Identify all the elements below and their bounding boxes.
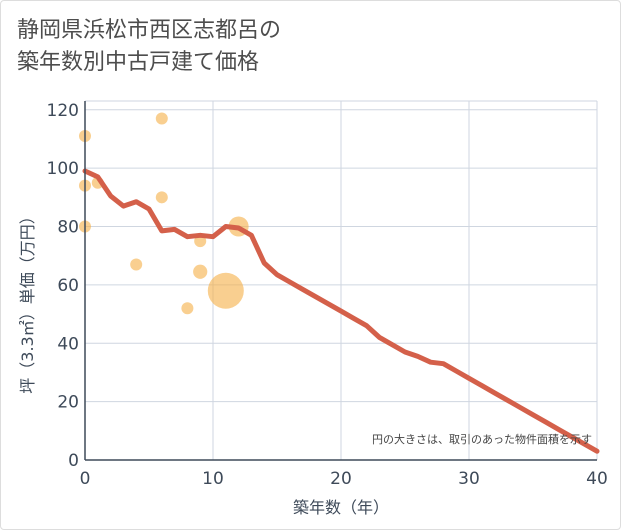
- scatter-point-5: [155, 112, 168, 125]
- x-tick-labels: 0 10 20 30 40: [80, 469, 608, 489]
- x-tick-label-0: 0: [80, 469, 91, 489]
- size-annotation: 円の大きさは、取引のあった物件面積を示す: [372, 432, 592, 446]
- y-tick-label-40: 40: [57, 334, 79, 354]
- scatter-point-10: [207, 272, 244, 309]
- trend-line: [82, 168, 600, 454]
- y-tick-label-20: 20: [57, 393, 79, 413]
- trend-line-group: [82, 168, 600, 454]
- x-tick-label-20: 20: [330, 469, 352, 489]
- y-tick-label-0: 0: [68, 451, 79, 471]
- x-tick-label-30: 30: [458, 469, 480, 489]
- x-tick-label-40: 40: [586, 469, 608, 489]
- scatter-points: [79, 112, 249, 315]
- y-tick-label-80: 80: [57, 218, 79, 238]
- y-tick-label-120: 120: [47, 101, 79, 121]
- scatter-point-7: [181, 302, 194, 315]
- y-tick-label-60: 60: [57, 276, 79, 296]
- scatter-point-9: [193, 264, 208, 279]
- chart-title-line-2: 築年数別中古戸建て価格: [17, 50, 260, 75]
- x-tick-label-10: 10: [202, 469, 224, 489]
- scatter-point-6: [155, 191, 168, 204]
- x-axis-label: 築年数（年）: [293, 498, 389, 517]
- axes: [84, 101, 597, 461]
- y-tick-label-100: 100: [47, 159, 79, 179]
- chart-title: 静岡県浜松市西区志都呂の 築年数別中古戸建て価格: [17, 15, 281, 79]
- chart-title-line-1: 静岡県浜松市西区志都呂の: [17, 18, 282, 43]
- scatter-point-4: [130, 258, 143, 271]
- y-axis-label: 坪（3.3㎡）単価（万円）: [18, 208, 37, 393]
- y-tick-labels: 0 20 40 60 80 100 120: [47, 101, 79, 471]
